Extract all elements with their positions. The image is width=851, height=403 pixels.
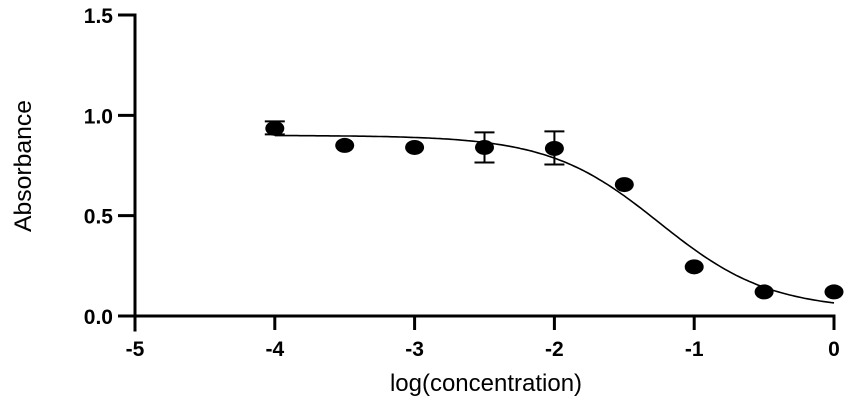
data-point-marker xyxy=(475,139,494,155)
y-axis-title: Absorbance xyxy=(10,100,37,232)
x-tick-label: -3 xyxy=(405,338,424,361)
y-tick-label: 0.0 xyxy=(84,306,113,329)
y-tick-label: 1.5 xyxy=(84,5,114,28)
y-tick-label: 0.5 xyxy=(84,206,114,229)
x-axis: -5 -4 -3 -2 -1 0 xyxy=(126,314,840,361)
data-point-marker xyxy=(754,284,774,300)
x-tick-label: -4 xyxy=(265,338,284,361)
data-point-marker xyxy=(544,140,564,156)
y-axis: 0.0 0.5 1.0 1.5 xyxy=(84,5,137,332)
data-point-marker xyxy=(405,139,425,155)
x-tick-label: 0 xyxy=(828,338,840,361)
x-tick-label: -1 xyxy=(685,338,704,361)
x-tick-label: -2 xyxy=(545,338,564,361)
x-axis-title: log(concentration) xyxy=(390,370,582,397)
y-tick-label: 1.0 xyxy=(84,105,113,128)
x-tick-label: -5 xyxy=(126,338,145,361)
data-point-marker xyxy=(824,284,844,300)
data-points xyxy=(264,120,844,300)
data-point-marker xyxy=(335,137,355,153)
data-point-marker xyxy=(684,259,704,275)
data-point-marker xyxy=(265,120,285,136)
data-point-marker xyxy=(614,177,634,193)
